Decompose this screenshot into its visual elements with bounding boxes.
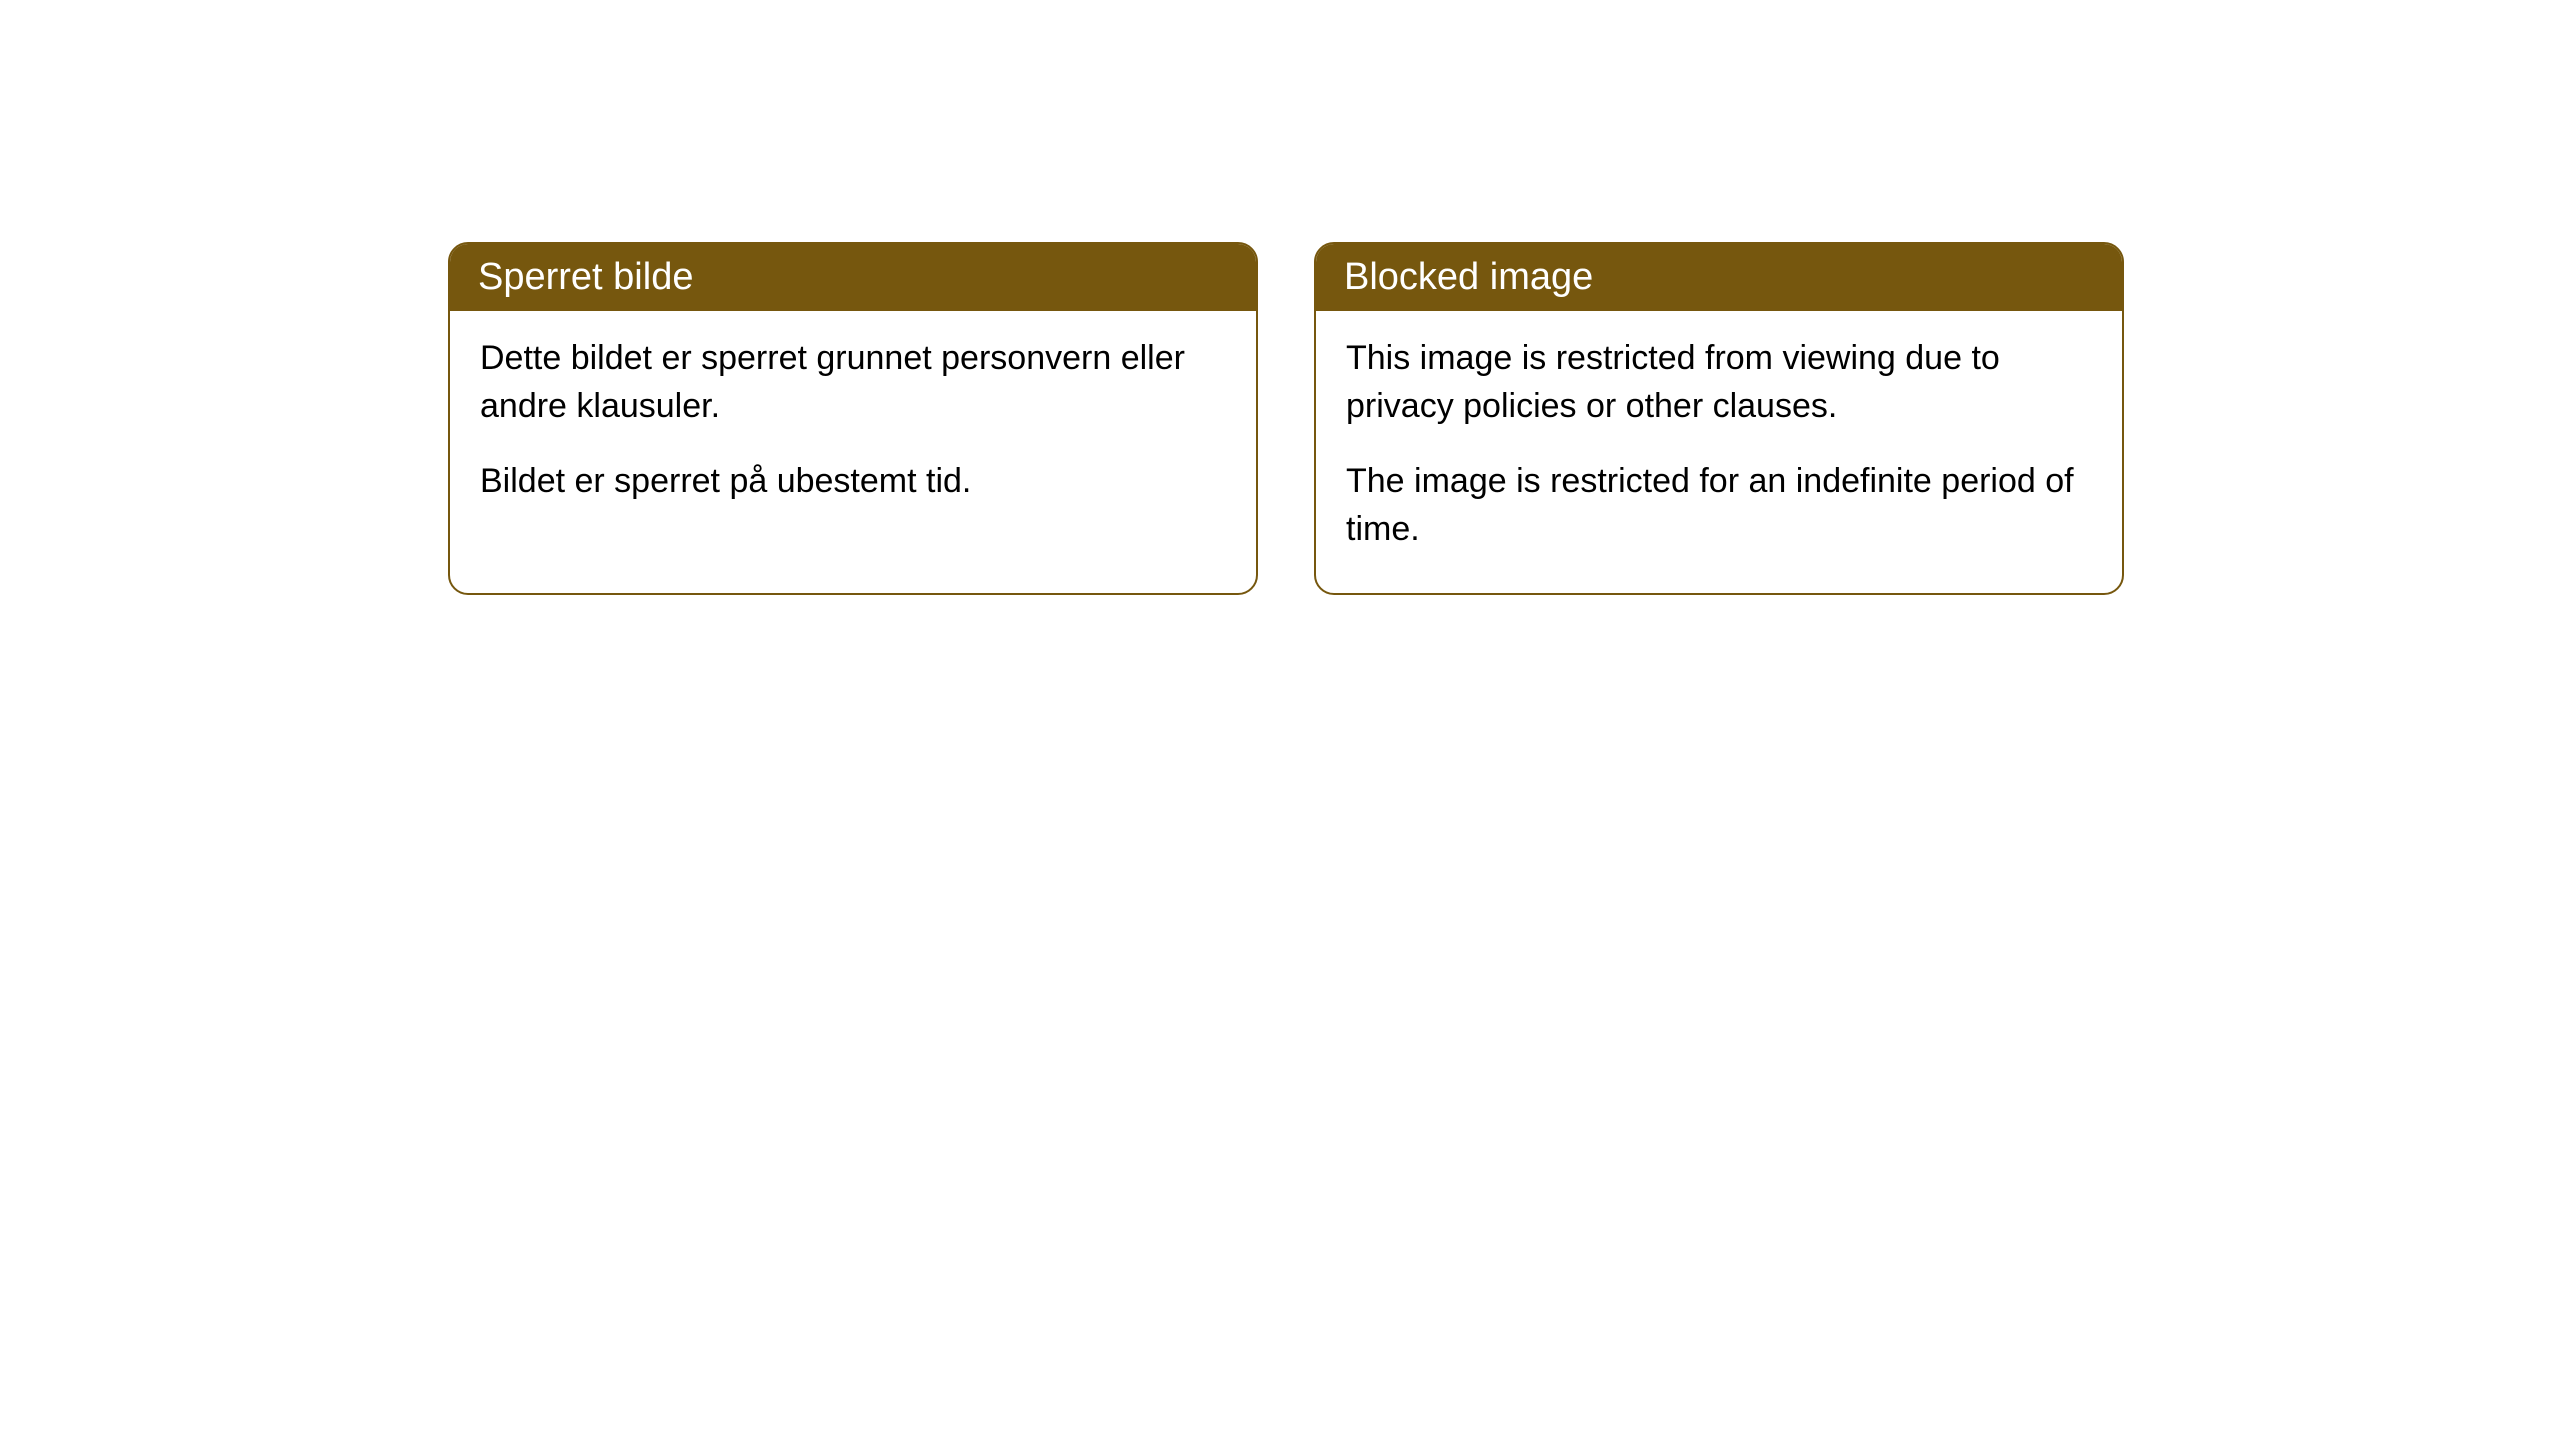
card-title: Blocked image: [1344, 256, 1593, 298]
notice-container: Sperret bilde Dette bildet er sperret gr…: [448, 242, 2124, 595]
card-paragraph: The image is restricted for an indefinit…: [1346, 458, 2092, 553]
notice-card-norwegian: Sperret bilde Dette bildet er sperret gr…: [448, 242, 1258, 595]
card-header: Blocked image: [1316, 244, 2122, 311]
card-body: This image is restricted from viewing du…: [1316, 311, 2122, 593]
card-header: Sperret bilde: [450, 244, 1256, 311]
card-title: Sperret bilde: [478, 256, 693, 298]
card-paragraph: This image is restricted from viewing du…: [1346, 335, 2092, 430]
card-paragraph: Dette bildet er sperret grunnet personve…: [480, 335, 1226, 430]
card-body: Dette bildet er sperret grunnet personve…: [450, 311, 1256, 546]
notice-card-english: Blocked image This image is restricted f…: [1314, 242, 2124, 595]
card-paragraph: Bildet er sperret på ubestemt tid.: [480, 458, 1226, 506]
